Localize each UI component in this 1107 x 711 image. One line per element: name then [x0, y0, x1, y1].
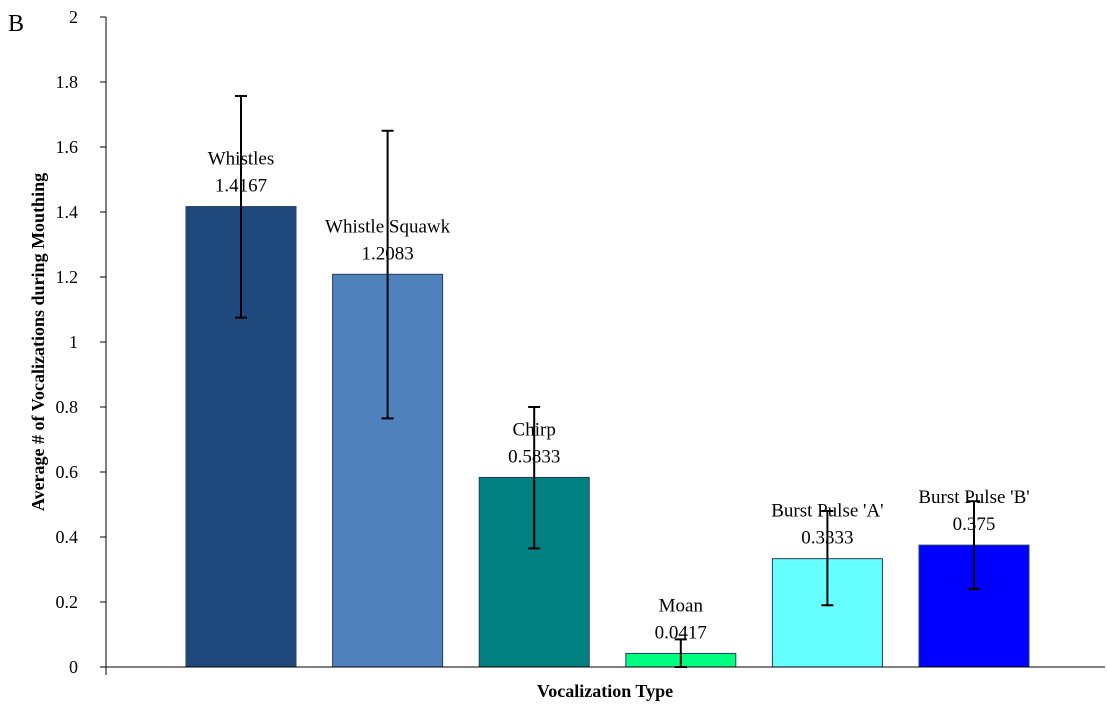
y-tick-label: 2: [69, 7, 78, 27]
y-tick-label: 1.6: [56, 137, 79, 157]
bar-value-label: 0.5833: [508, 446, 560, 467]
y-axis: 0 0.2 0.4 0.6 0.8 1 1.2 1.4 1.6 1.8 2: [56, 7, 107, 677]
bar-category-label: Whistle Squawk: [325, 216, 451, 237]
error-bars: [235, 94, 980, 668]
bar-category-label: Burst Pulse 'B': [918, 487, 1029, 508]
y-tick-label: 1: [69, 332, 78, 352]
y-tick-label: 0.6: [56, 462, 79, 482]
bars: [185, 206, 1030, 668]
bar-category-label: Burst Pulse 'A': [771, 501, 883, 522]
y-tick-label: 1.4: [56, 202, 79, 222]
bar-category-label: Whistles: [208, 149, 275, 170]
y-tick-label: 0.2: [56, 592, 79, 612]
y-tick-label: 0.4: [56, 527, 79, 547]
bar-category-label: Chirp: [513, 419, 556, 440]
bar-value-label: 0.0417: [655, 622, 707, 643]
y-tick-label: 1.8: [56, 72, 79, 92]
y-tick-label: 1.2: [56, 267, 79, 287]
y-tick-label: 0.8: [56, 397, 79, 417]
bar-category-label: Moan: [659, 595, 704, 616]
y-tick-label: 0: [69, 657, 78, 677]
y-axis-title: Average # of Vocalizations during Mouthi…: [28, 173, 48, 511]
bar-value-label: 0.375: [953, 514, 996, 535]
panel-letter: B: [8, 11, 24, 37]
bar-value-label: 0.3333: [801, 528, 853, 549]
bar-labels: Whistles 1.4167 Whistle Squawk 1.2083 Chirp 0…: [208, 149, 1030, 644]
x-axis-title: Vocalization Type: [537, 681, 673, 701]
bar-value-label: 1.2083: [361, 243, 413, 264]
bar-value-label: 1.4167: [215, 176, 267, 197]
